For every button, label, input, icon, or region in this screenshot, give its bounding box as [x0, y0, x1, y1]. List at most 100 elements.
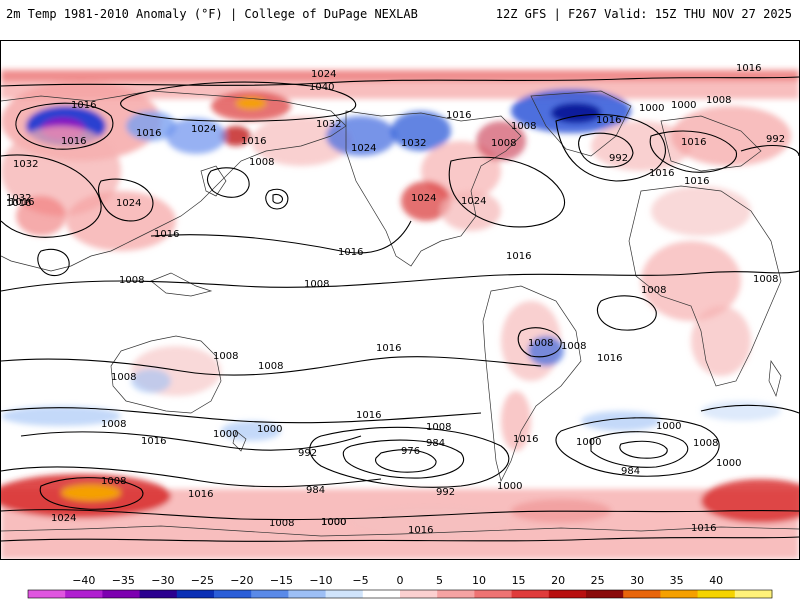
colorbar-tick-label: 25 [591, 574, 605, 587]
isobar-label: 1024 [351, 143, 376, 154]
isobar-label: 1008 [426, 422, 451, 433]
colorbar-segment [251, 590, 289, 598]
isobar-label: 1032 [316, 119, 341, 130]
isobar-label: 984 [621, 466, 640, 477]
colorbar-tick-label: 30 [630, 574, 644, 587]
isobar-label: 1016 [681, 137, 706, 148]
colorbar-segment [139, 590, 178, 598]
colorbar-tick-label: 10 [472, 574, 486, 587]
colorbar-segment [102, 590, 141, 598]
isobar-label: 1016 [506, 251, 531, 262]
isobar-label: 1016 [188, 489, 213, 500]
isobar-label: 1000 [497, 481, 522, 492]
isobar-label: 1016 [513, 434, 538, 445]
colorbar-segment [400, 590, 438, 598]
colorbar-segment [548, 590, 587, 598]
isobar-label: 1008 [101, 476, 126, 487]
colorbar-legend: −40 −35 −30 −25 −20 −15 −10 −5 0 5 10 15 20 25 30 35 40 [0, 568, 800, 600]
isobar-label: 1016 [241, 136, 266, 147]
isobar-label: 1008 [213, 351, 238, 362]
colorbar-tick-label: 5 [436, 574, 443, 587]
isobar-label: 1016 [61, 136, 86, 147]
colorbar-segment [623, 590, 661, 598]
isobar-label: 1024 [51, 513, 76, 524]
colorbar-tick-label: −15 [270, 574, 293, 587]
isobar-label: 992 [298, 448, 317, 459]
isobar-label: 1024 [191, 124, 216, 135]
anomaly-map: 1024 1016 1040 1016 1016 1024 1016 1032 … [0, 40, 800, 560]
colorbar-tick-label: 20 [551, 574, 565, 587]
isobar-label: 1000 [321, 517, 346, 528]
isobar-label: 976 [401, 446, 420, 457]
isobar-label: 1008 [693, 438, 718, 449]
isobar-label: 1016 [596, 115, 621, 126]
isobar-label: 1008 [753, 274, 778, 285]
colorbar-segment [362, 590, 401, 598]
isobar-label: 1008 [249, 157, 274, 168]
colorbar-tick-label: −20 [230, 574, 253, 587]
isobar-label: 1008 [101, 419, 126, 430]
isobar-label: 1008 [491, 138, 516, 149]
colorbar-segment [176, 590, 215, 598]
isobar-label: 992 [436, 487, 455, 498]
colorbar-segment [474, 590, 513, 598]
isobar-label: 1016 [691, 523, 716, 534]
isobar-label: 1016 [356, 410, 381, 421]
isobar-label: 1008 [528, 338, 553, 349]
isobar-label: 1016 [71, 100, 96, 111]
isobar-label: 1008 [111, 372, 136, 383]
isobar-label: 1016 [154, 229, 179, 240]
isobar-label: 1000 [321, 517, 346, 528]
isobar-label: 1024 [411, 193, 436, 204]
isobar-label: 1024 [461, 196, 486, 207]
colorbar-segment [214, 590, 252, 598]
isobar-label: 1000 [213, 429, 238, 440]
continent-outlines [1, 90, 799, 537]
colorbar-segment [697, 590, 736, 598]
colorbar-segment [288, 590, 327, 598]
isobar-label: 1008 [258, 361, 283, 372]
model-run-valid-time: 12Z GFS | F267 Valid: 15Z THU NOV 27 202… [495, 7, 792, 21]
isobar-label: 1032 [6, 193, 31, 204]
isobar-label: 1016 [684, 176, 709, 187]
colorbar-segment [586, 590, 624, 598]
colorbar-tick-label: 0 [397, 574, 404, 587]
isobar-label: 1032 [13, 159, 38, 170]
colorbar-tick-label: −10 [309, 574, 332, 587]
isobar-label: 1024 [116, 198, 141, 209]
colorbar-tick-label: −30 [151, 574, 174, 587]
isobar-labels: 1024 1016 1040 1016 1016 1024 1016 1032 … [6, 63, 785, 536]
isobar-label: 1016 [9, 197, 34, 208]
isobar-label: 1008 [706, 95, 731, 106]
isobar-label: 1000 [716, 458, 741, 469]
isobar-label: 992 [766, 134, 785, 145]
isobar-label: 1008 [511, 121, 536, 132]
isobar-label: 1008 [269, 518, 294, 529]
isobar-label: 1016 [408, 525, 433, 536]
isobar-label: 1016 [597, 353, 622, 364]
isobar-label: 1008 [119, 275, 144, 286]
isobar-label: 1000 [576, 437, 601, 448]
header: 2m Temp 1981-2010 Anomaly (°F) | College… [0, 0, 800, 28]
isobar-label: 1008 [641, 285, 666, 296]
isobar-label: 1040 [309, 82, 334, 93]
colorbar-segment [28, 590, 66, 598]
isobar-label: 1000 [671, 100, 696, 111]
isobar-label: 1016 [446, 110, 471, 121]
colorbar-tick-label: 15 [512, 574, 526, 587]
isobar-label: 992 [609, 153, 628, 164]
colorbar-tick-label: 40 [709, 574, 723, 587]
isobar-label: 1016 [141, 436, 166, 447]
map-title: 2m Temp 1981-2010 Anomaly (°F) | College… [6, 7, 418, 21]
isobar-label: 1016 [6, 198, 31, 209]
isobar-label: 1000 [639, 103, 664, 114]
temperature-anomaly-shading [1, 69, 799, 559]
colorbar-outline [27, 589, 773, 599]
isobar-label: 1016 [338, 247, 363, 258]
isobar-label: 1032 [401, 138, 426, 149]
map-canvas: 1024 1016 1040 1016 1016 1024 1016 1032 … [1, 63, 799, 559]
isobar-label: 984 [306, 485, 325, 496]
colorbar-segment [511, 590, 550, 598]
colorbar-tick-label: −5 [352, 574, 368, 587]
isobar-label: 1016 [736, 63, 761, 74]
